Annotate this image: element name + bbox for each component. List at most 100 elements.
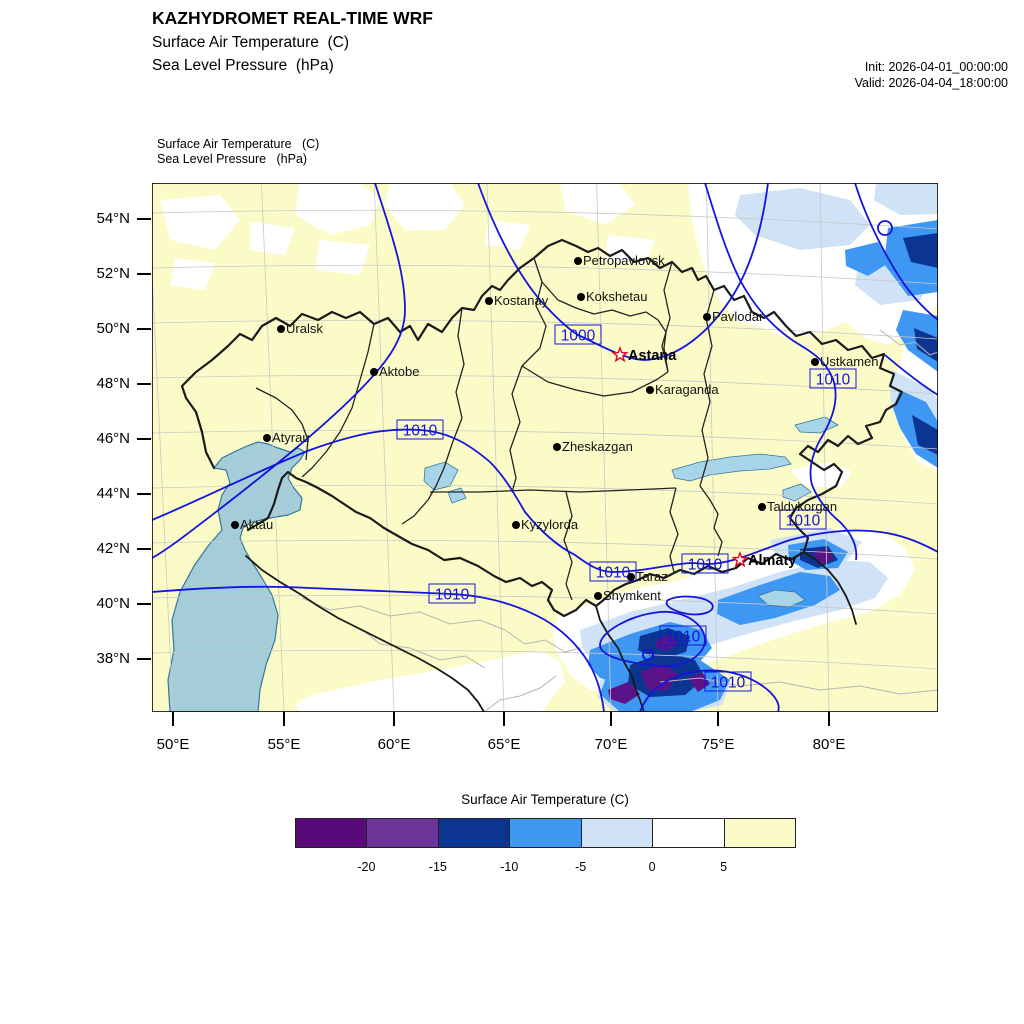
x-tick-mark — [503, 712, 505, 726]
city-label: Kyzylorda — [521, 517, 579, 532]
cities-layer: Uralsk Aktobe Atyrau Aktau Kostanay Petropavl… — [231, 253, 879, 603]
meridian-line — [819, 183, 830, 712]
lake-issykkul — [757, 589, 806, 608]
parallel-line — [152, 649, 938, 670]
y-tick-mark — [137, 603, 151, 605]
contour-label-box — [681, 553, 729, 574]
city-marker — [485, 297, 493, 305]
city-label: Atyrau — [272, 430, 310, 445]
capital-label: Astana — [628, 348, 677, 364]
city-marker — [811, 358, 819, 366]
contour-label: 1010 — [711, 675, 746, 692]
x-tick-mark — [393, 712, 395, 726]
colorbar-segment — [580, 818, 654, 848]
init-timestamp: Init: 2026-04-01_00:00:00 — [864, 60, 1008, 74]
x-tick-label: 70°E — [594, 736, 628, 753]
contour-label: 1010 — [816, 372, 851, 389]
y-tick-mark — [137, 548, 151, 550]
capital-label: Almaty — [748, 553, 796, 569]
lake-balkhash — [671, 453, 792, 482]
colorbar-segment — [652, 818, 725, 848]
colorbar — [295, 818, 796, 848]
contour-label-box — [428, 583, 476, 604]
contour-label-box — [779, 509, 827, 530]
colorbar-tick-label: -10 — [500, 860, 519, 874]
colorbar-segment — [366, 818, 439, 848]
y-tick-mark — [137, 383, 151, 385]
contour-label: 1010 — [666, 629, 701, 646]
city-marker — [577, 293, 585, 301]
colorbar-tick-label: 5 — [720, 860, 728, 874]
national-borders — [180, 238, 904, 712]
contour-label-box — [554, 324, 602, 345]
contour-labels-layer: 1000 1010 1010 1010 1010 1010 1010 1010 1010 — [396, 324, 857, 692]
y-tick-label: 42°N — [96, 540, 130, 557]
parallel-line — [152, 374, 938, 395]
city-label: Ustkamen — [820, 354, 879, 369]
y-tick-label: 54°N — [96, 210, 130, 227]
weather-map-plot: 1000 1010 1010 1010 1010 1010 1010 1010 1010 Ura… — [152, 183, 938, 712]
city-marker — [263, 434, 271, 442]
southern-border-3 — [803, 551, 857, 625]
contour-label: 1010 — [596, 565, 631, 582]
y-tick-label: 46°N — [96, 430, 130, 447]
colorbar-segment — [509, 818, 582, 848]
colorbar-tick-label: -5 — [575, 860, 587, 874]
meridian-line — [596, 183, 612, 712]
foreign-admin-borders — [301, 329, 938, 712]
city-label: Uralsk — [286, 321, 323, 336]
city-label: Pavlodar — [712, 309, 764, 324]
city-label: Taldykorgan — [767, 499, 837, 514]
x-tick-mark — [717, 712, 719, 726]
contour-label: 1010 — [435, 587, 470, 604]
colorbar-segment — [723, 818, 796, 848]
contour-label-box — [809, 368, 857, 389]
x-tick-mark — [283, 712, 285, 726]
city-marker — [512, 521, 520, 529]
contour-label: 1000 — [561, 328, 596, 345]
page-title: KAZHYDROMET REAL-TIME WRF — [152, 8, 433, 28]
city-label: Aktobe — [379, 364, 419, 379]
city-label: Kostanay — [494, 293, 549, 308]
city-label: Taraz — [636, 569, 668, 584]
valid-timestamp: Valid: 2026-04-04_18:00:00 — [854, 76, 1008, 90]
city-marker — [370, 368, 378, 376]
y-tick-mark — [137, 493, 151, 495]
x-tick-mark — [610, 712, 612, 726]
meridian-line — [152, 264, 174, 712]
oblast-borders — [255, 257, 723, 601]
x-tick-label: 60°E — [377, 736, 411, 753]
x-tick-mark — [828, 712, 830, 726]
city-label: Aktau — [240, 517, 273, 532]
pressure-contours — [152, 183, 938, 712]
page-subtitle-temperature: Surface Air Temperature (C) — [152, 34, 349, 51]
meridian-line — [705, 183, 719, 712]
parallel-line — [152, 264, 938, 285]
x-tick-label: 75°E — [701, 736, 735, 753]
page-subtitle-pressure: Sea Level Pressure (hPa) — [152, 57, 334, 74]
y-tick-label: 44°N — [96, 485, 130, 502]
city-marker — [574, 257, 582, 265]
meridian-line — [486, 183, 505, 712]
city-label: Karaganda — [655, 382, 719, 397]
colorbar-tick-label: 0 — [648, 860, 656, 874]
contour-label-box — [396, 419, 444, 440]
contour-label: 1010 — [786, 513, 821, 530]
colorbar-segment — [295, 818, 368, 848]
kazakhstan-border — [180, 238, 904, 618]
city-label: Kokshetau — [586, 289, 647, 304]
map-legend-line-temperature: Surface Air Temperature (C) — [157, 137, 320, 151]
city-marker — [758, 503, 766, 511]
city-label: Zheskazgan — [562, 439, 633, 454]
y-tick-mark — [137, 218, 151, 220]
parallel-line — [152, 484, 938, 505]
colorbar-tick-label: -20 — [357, 860, 376, 874]
contour-label-box — [704, 671, 752, 692]
graticule-grid — [152, 183, 938, 712]
y-tick-mark — [137, 273, 151, 275]
city-label: Shymkent — [603, 588, 661, 603]
lake-zaysan — [794, 416, 839, 434]
contour-label: 1010 — [403, 423, 438, 440]
colorbar-title: Surface Air Temperature (C) — [461, 792, 629, 807]
